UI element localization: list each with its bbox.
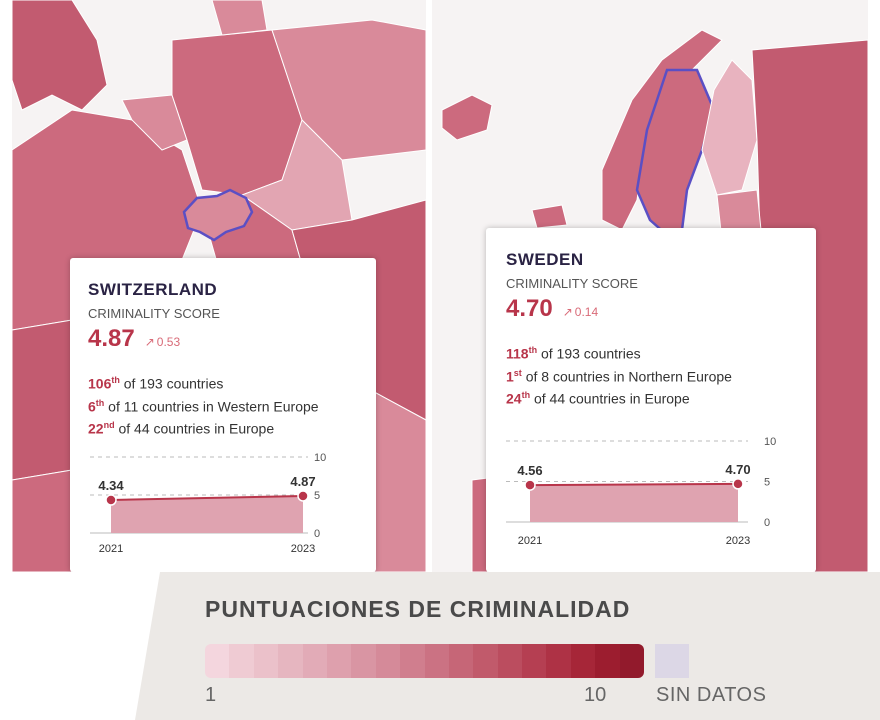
legend-panel: PUNTUACIONES DE CRIMINALIDAD 1 10 SIN DA… <box>0 572 880 720</box>
switzerland-outline <box>182 188 254 242</box>
x-tick-label: 2023 <box>726 535 750 547</box>
value-label: 4.70 <box>725 462 750 477</box>
x-tick-label: 2021 <box>518 535 542 547</box>
rank-number: 24 <box>506 390 522 407</box>
rank-global: 106th of 193 countries <box>88 371 376 394</box>
score-change: 0.53 <box>156 335 181 349</box>
color-swatch <box>619 644 645 678</box>
rank-continent: 24th of 44 countries in Europe <box>506 386 816 409</box>
color-swatch <box>522 644 547 678</box>
no-data-swatch <box>655 644 689 678</box>
rank-list: 118th of 193 countries 1st of 8 countrie… <box>506 341 816 409</box>
country-card-sweden: SWEDEN CRIMINALITY SCORE 4.70 ↗ 0.14 118… <box>486 228 816 572</box>
color-swatch <box>205 644 230 678</box>
score-row: 4.87 ↗ 0.53 <box>88 325 376 353</box>
rank-text: of 44 countries in Europe <box>114 420 275 437</box>
legend-max-label: 10 <box>584 684 607 706</box>
data-point <box>105 494 117 506</box>
data-point <box>732 478 744 490</box>
color-swatch <box>497 644 523 678</box>
series-line <box>529 482 739 487</box>
rank-suffix: th <box>528 345 538 355</box>
color-swatch <box>473 644 498 678</box>
rank-text: of 193 countries <box>537 345 641 362</box>
color-swatch <box>229 644 254 678</box>
rank-continent: 22nd of 44 countries in Europe <box>88 416 376 439</box>
color-swatch <box>400 644 425 678</box>
color-swatch <box>595 644 620 678</box>
rank-region: 6th of 11 countries in Western Europe <box>88 394 376 417</box>
x-tick-label: 2023 <box>291 543 315 555</box>
rank-number: 118 <box>506 345 529 362</box>
legend-min-label: 1 <box>205 684 217 706</box>
rank-text: of 193 countries <box>119 375 224 392</box>
rank-number: 22 <box>88 420 104 437</box>
value-label: 4.87 <box>290 474 315 489</box>
rank-text: of 8 countries in Northern Europe <box>521 368 732 385</box>
color-swatch <box>326 644 352 678</box>
score-row: 4.70 ↗ 0.14 <box>506 295 816 323</box>
color-swatch <box>302 644 327 678</box>
rank-number: 1 <box>506 368 514 385</box>
rank-suffix: th <box>521 390 531 401</box>
color-swatch <box>375 644 401 678</box>
rank-region: 1st of 8 countries in Northern Europe <box>506 364 816 387</box>
criminality-score: 4.70 <box>506 295 553 322</box>
legend-divider <box>0 572 160 720</box>
y-tick-label: 10 <box>314 452 326 464</box>
rank-suffix: th <box>95 397 105 408</box>
y-tick-label: 10 <box>764 436 776 448</box>
y-tick-label: 5 <box>764 477 770 489</box>
country-card-switzerland: SWITZERLAND CRIMINALITY SCORE 4.87 ↗ 0.5… <box>70 258 376 572</box>
score-label: CRIMINALITY SCORE <box>506 276 638 291</box>
trend-up-icon: ↗ <box>144 335 155 349</box>
color-swatch <box>546 644 571 678</box>
legend-title: PUNTUACIONES DE CRIMINALIDAD <box>205 596 631 622</box>
rank-suffix: nd <box>103 420 115 431</box>
area-fill <box>111 495 303 533</box>
country-name: SWITZERLAND <box>88 280 218 299</box>
trend-chart: 10 5 0 4.34 2021 4.87 2023 <box>90 452 326 555</box>
area-fill <box>530 483 738 522</box>
country-name: SWEDEN <box>506 250 584 269</box>
sweden-outline <box>635 68 716 237</box>
value-label: 4.56 <box>517 463 542 478</box>
color-scale <box>205 644 645 678</box>
value-label: 4.34 <box>98 478 124 493</box>
rank-text: of 44 countries in Europe <box>530 390 690 407</box>
x-tick-label: 2021 <box>99 543 123 555</box>
color-swatch <box>351 644 376 678</box>
y-tick-label: 0 <box>764 517 770 529</box>
score-label: CRIMINALITY SCORE <box>88 306 220 321</box>
data-point <box>297 490 309 502</box>
trend-up-icon: ↗ <box>562 305 573 319</box>
y-tick-label: 5 <box>314 490 320 502</box>
color-swatch <box>570 644 596 678</box>
rank-global: 118th of 193 countries <box>506 341 816 364</box>
series-line <box>110 494 304 502</box>
y-tick-label: 0 <box>314 528 320 540</box>
rank-suffix: th <box>111 375 120 385</box>
color-swatch <box>448 644 474 678</box>
criminality-score: 4.87 <box>88 325 135 352</box>
trend-chart: 10 5 0 4.56 2021 4.70 2023 <box>506 436 776 547</box>
data-point <box>524 479 536 491</box>
legend-nodata-label: SIN DATOS <box>656 684 767 706</box>
color-swatch <box>278 644 303 678</box>
rank-suffix: st <box>513 367 522 378</box>
rank-number: 6 <box>88 398 96 415</box>
color-swatch <box>424 644 449 678</box>
color-swatch <box>253 644 279 678</box>
rank-text: of 11 countries in Western Europe <box>104 398 319 415</box>
score-change: 0.14 <box>574 305 599 319</box>
rank-number: 106 <box>88 375 112 392</box>
rank-list: 106th of 193 countries 6th of 11 countri… <box>88 371 376 439</box>
